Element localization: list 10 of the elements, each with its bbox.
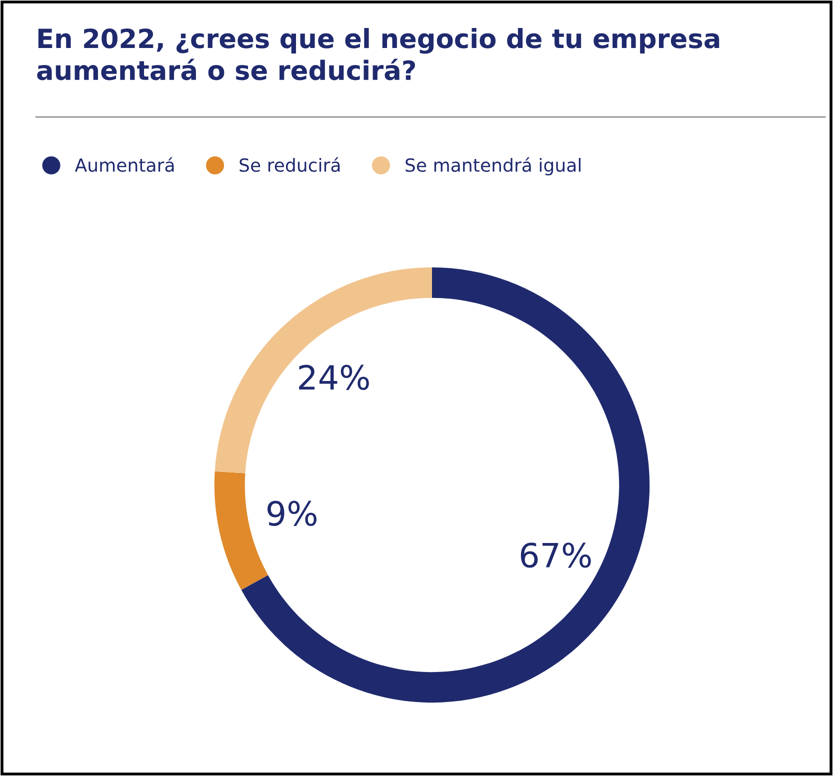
data-label: 24% — [299, 364, 369, 390]
chart-title: En 2022, ¿crees que el negocio de tu empresa aumentará o se reducirá? — [37, 28, 720, 80]
donut-slice — [214, 267, 432, 474]
donut-slice — [214, 471, 268, 590]
legend-label: Se mantendrá igual — [406, 157, 581, 176]
donut-slice — [241, 267, 650, 703]
legend-label: Se reducirá — [240, 157, 340, 172]
data-label: 9% — [268, 500, 316, 526]
legend-label: Aumentará — [74, 157, 174, 172]
data-label: 67% — [520, 542, 591, 568]
